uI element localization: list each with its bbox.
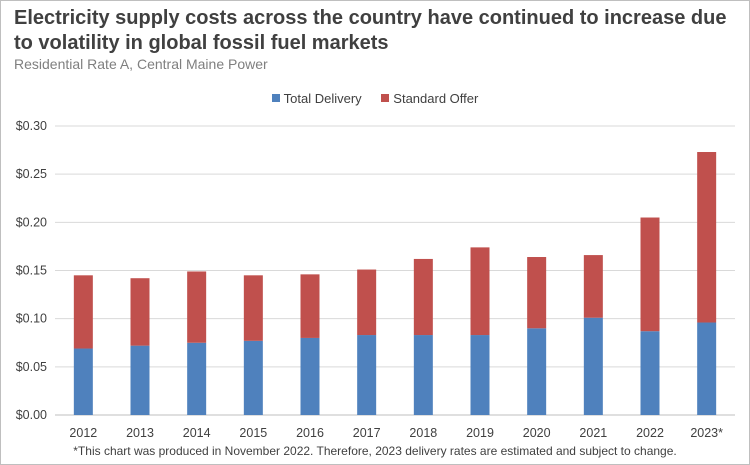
bar-total-delivery	[470, 335, 490, 415]
y-tick-label: $0.00	[16, 408, 47, 422]
y-tick-label: $0.25	[16, 167, 47, 181]
bar-standard-offer	[640, 217, 660, 332]
chart-title: Electricity supply costs across the coun…	[14, 7, 727, 54]
legend-swatch-total-delivery	[271, 94, 280, 102]
legend-label-standard-offer: Standard Offer	[393, 90, 479, 106]
x-tick-label: 2019	[466, 426, 494, 440]
bar-total-delivery	[640, 331, 660, 415]
chart-subtitle: Residential Rate A, Central Maine Power	[14, 56, 268, 72]
y-tick-label: $0.10	[16, 312, 47, 326]
x-tick-label: 2018	[409, 426, 437, 440]
bar-total-delivery	[583, 317, 603, 415]
bar-total-delivery	[413, 335, 433, 415]
x-tick-label: 2015	[239, 426, 267, 440]
bar-standard-offer	[187, 271, 207, 343]
x-tick-label: 2022	[636, 426, 664, 440]
chart-footnote: *This chart was produced in November 202…	[73, 444, 677, 458]
bar-total-delivery	[73, 348, 93, 415]
bar-standard-offer	[470, 247, 490, 336]
legend-item-standard-offer: Standard Offer	[381, 91, 478, 106]
x-tick-label: 2012	[69, 426, 97, 440]
bar-total-delivery	[300, 337, 320, 415]
bar-standard-offer	[583, 255, 603, 318]
legend: Total Delivery Standard Offer	[0, 90, 750, 106]
bar-standard-offer	[300, 274, 320, 338]
y-tick-label: $0.15	[16, 264, 47, 278]
x-tick-label: 2017	[353, 426, 381, 440]
legend-label-total-delivery: Total Delivery	[283, 90, 362, 106]
bar-total-delivery	[243, 340, 263, 415]
bar-standard-offer	[243, 275, 263, 341]
bar-standard-offer	[357, 269, 377, 336]
bar-total-delivery	[357, 335, 377, 415]
bar-standard-offer	[413, 258, 433, 336]
y-tick-label: $0.05	[16, 360, 47, 374]
x-tick-label: 2021	[579, 426, 607, 440]
bar-standard-offer	[527, 257, 547, 329]
legend-item-total-delivery: Total Delivery	[271, 90, 362, 106]
x-tick-label: 2016	[296, 426, 324, 440]
bar-standard-offer	[73, 275, 93, 349]
bar-standard-offer	[130, 278, 150, 346]
bar-standard-offer	[697, 152, 717, 323]
y-tick-label: $0.20	[16, 215, 47, 229]
bar-total-delivery	[697, 322, 717, 415]
y-tick-label: $0.30	[16, 119, 47, 133]
x-tick-label: 2020	[523, 426, 551, 440]
bar-total-delivery	[187, 342, 207, 415]
x-tick-label: 2023*	[690, 426, 723, 440]
x-tick-label: 2013	[126, 426, 154, 440]
bar-total-delivery	[130, 345, 150, 415]
legend-swatch-standard-offer	[381, 94, 390, 102]
x-tick-label: 2014	[183, 426, 211, 440]
bar-total-delivery	[527, 328, 547, 415]
